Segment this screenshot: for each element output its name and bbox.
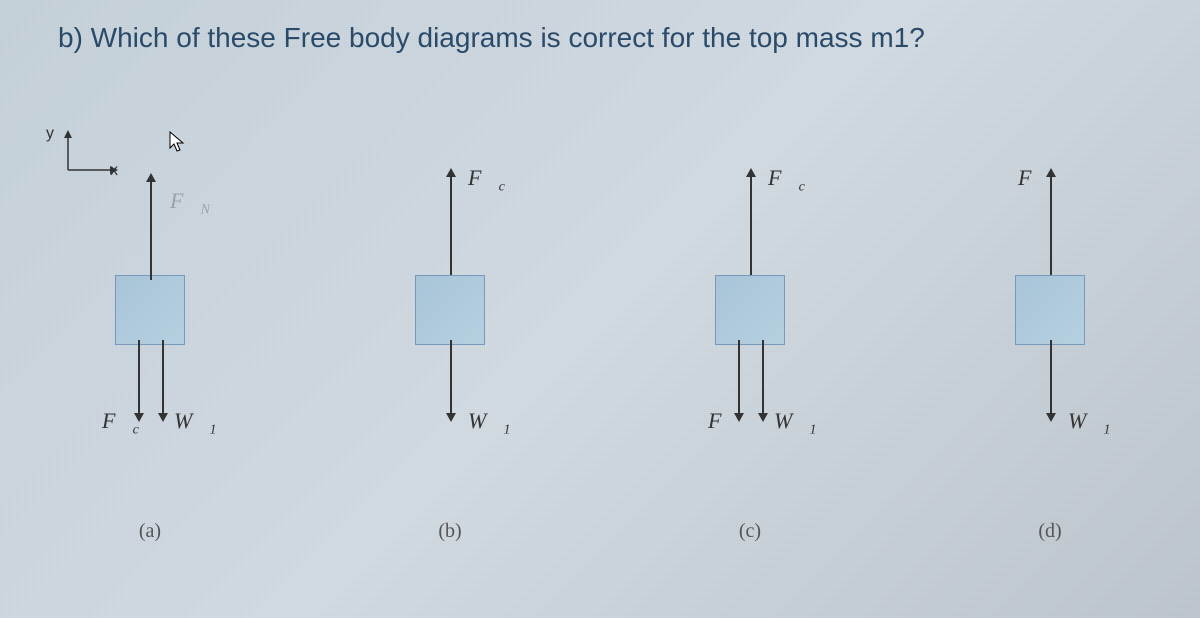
label-w1: W⃗1	[1068, 408, 1110, 438]
arrow-f	[738, 340, 740, 415]
mass-box	[1015, 275, 1085, 345]
mass-box	[715, 275, 785, 345]
label-fc: F⃗c	[468, 165, 505, 195]
arrow-w1	[450, 340, 452, 415]
arrow-fc	[450, 175, 452, 275]
arrow-fc	[138, 340, 140, 415]
panel-label-b: (b)	[438, 520, 461, 543]
diagram-d: F⃗ W⃗1 (d)	[910, 160, 1190, 543]
y-axis-label: y	[46, 125, 54, 143]
label-fn: F⃗N	[170, 188, 210, 218]
arrow-w1	[1050, 340, 1052, 415]
cursor-icon	[168, 130, 188, 161]
arrow-w1	[162, 340, 164, 415]
label-w1: W⃗1	[468, 408, 510, 438]
arrow-w1	[762, 340, 764, 415]
arrow-fc	[750, 175, 752, 275]
label-fc: F⃗c	[102, 408, 139, 438]
diagram-b: F⃗c W⃗1 (b)	[310, 160, 590, 543]
arrow-fn	[150, 180, 152, 280]
label-f: F⃗	[1018, 165, 1049, 191]
label-w1: W⃗1	[174, 408, 216, 438]
diagram-c: F⃗c F⃗ W⃗1 (c)	[610, 160, 890, 543]
panel-label-a: (a)	[139, 520, 161, 543]
mass-box	[415, 275, 485, 345]
panel-label-d: (d)	[1038, 520, 1061, 543]
diagram-a: F⃗N F⃗c W⃗1 (a)	[10, 160, 290, 543]
mass-box	[115, 275, 185, 345]
label-w1: W⃗1	[774, 408, 816, 438]
arrow-f	[1050, 175, 1052, 275]
label-fc: F⃗c	[768, 165, 805, 195]
question-text: b) Which of these Free body diagrams is …	[58, 22, 925, 54]
diagrams-container: F⃗N F⃗c W⃗1 (a) F⃗c W⃗1 (b) F⃗c F⃗ W⃗1 (…	[0, 160, 1200, 543]
panel-label-c: (c)	[739, 520, 761, 543]
label-f: F⃗	[708, 408, 739, 434]
